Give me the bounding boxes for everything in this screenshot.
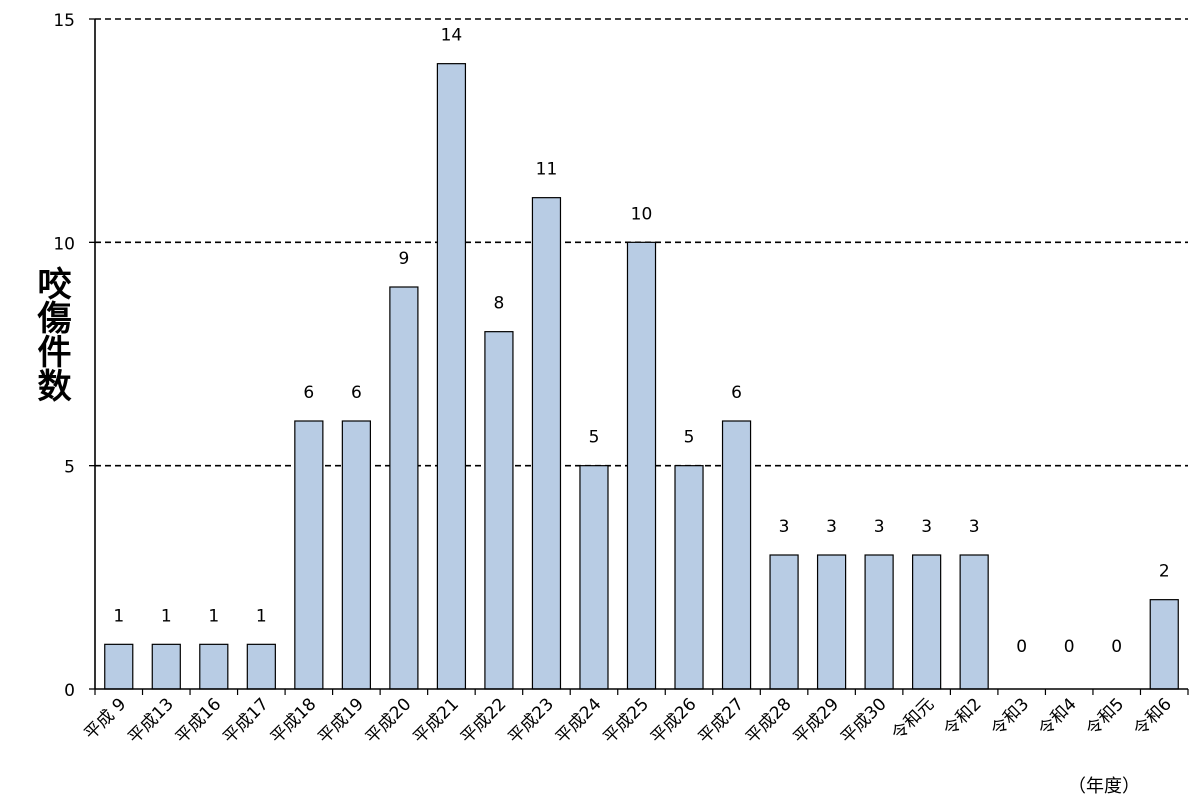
data-label: 9	[398, 249, 409, 269]
bar	[389, 286, 419, 690]
x-tick-label: 平成21	[409, 694, 462, 747]
y-tick-label: 15	[53, 11, 75, 31]
data-label: 1	[208, 606, 219, 626]
data-label: 0	[1111, 637, 1122, 657]
bar	[341, 420, 371, 690]
data-label: 1	[256, 606, 267, 626]
x-tick-label: 平成19	[314, 694, 367, 747]
x-axis-unit-label: （年度）	[1068, 776, 1140, 797]
bar	[151, 643, 181, 690]
data-label: 5	[684, 428, 695, 448]
x-tick-label: 平成29	[790, 694, 843, 747]
x-tick-label: 令和4	[1035, 694, 1081, 740]
bar	[246, 643, 276, 690]
data-label: 3	[969, 517, 980, 537]
data-label: 8	[494, 294, 505, 314]
x-tick-label: 平成27	[695, 694, 748, 747]
data-label: 10	[631, 204, 653, 224]
data-label: 6	[303, 383, 314, 403]
x-tick-label: 平成22	[457, 694, 510, 747]
x-tick-label: 平成20	[362, 694, 415, 747]
x-tick-label: 平成18	[267, 694, 320, 747]
x-tick-label: 平成 9	[81, 694, 131, 744]
x-tick-label: 平成17	[219, 694, 272, 747]
x-tick-label: 平成23	[505, 694, 558, 747]
x-tick-label: 平成13	[124, 694, 177, 747]
data-label: 3	[921, 517, 932, 537]
bar	[912, 554, 942, 690]
y-tick-label: 0	[64, 681, 75, 701]
data-label: 2	[1159, 562, 1170, 582]
data-label: 1	[161, 606, 172, 626]
x-tick-label: 令和3	[987, 694, 1033, 740]
bar	[959, 554, 989, 690]
data-label: 6	[351, 383, 362, 403]
x-tick-label: 平成25	[600, 694, 653, 747]
bar	[769, 554, 799, 690]
bar	[484, 331, 514, 690]
data-label: 3	[779, 517, 790, 537]
bar	[531, 197, 562, 690]
data-label: 1	[113, 606, 124, 626]
bar	[721, 420, 752, 690]
y-tick-label: 5	[64, 458, 75, 478]
data-label: 14	[441, 26, 463, 46]
data-label: 3	[874, 517, 885, 537]
bar	[626, 241, 657, 690]
x-tick-label: 平成16	[172, 694, 225, 747]
x-tick-label: 平成24	[552, 694, 605, 747]
bar	[579, 465, 609, 690]
bar	[1149, 599, 1179, 690]
bar	[104, 643, 134, 690]
data-label: 0	[1064, 637, 1075, 657]
data-label: 3	[826, 517, 837, 537]
x-tick-label: 平成30	[837, 694, 890, 747]
y-tick-label: 10	[53, 234, 75, 254]
data-label: 0	[1016, 637, 1027, 657]
bar	[674, 465, 704, 690]
x-tick-label: 令和元	[888, 694, 938, 744]
x-tick-label: 令和6	[1130, 694, 1176, 740]
data-label: 5	[589, 428, 600, 448]
x-tick-label: 平成28	[742, 694, 795, 747]
bar	[294, 420, 324, 690]
x-tick-label: 令和2	[940, 694, 986, 740]
data-label: 11	[536, 160, 558, 180]
bar	[436, 63, 467, 690]
bar	[864, 554, 894, 690]
y-axis-title: 咬傷件数	[31, 266, 71, 402]
bar	[816, 554, 847, 690]
x-tick-label: 令和5	[1082, 694, 1128, 740]
bar	[199, 643, 229, 690]
data-label: 6	[731, 383, 742, 403]
x-tick-label: 平成26	[647, 694, 700, 747]
